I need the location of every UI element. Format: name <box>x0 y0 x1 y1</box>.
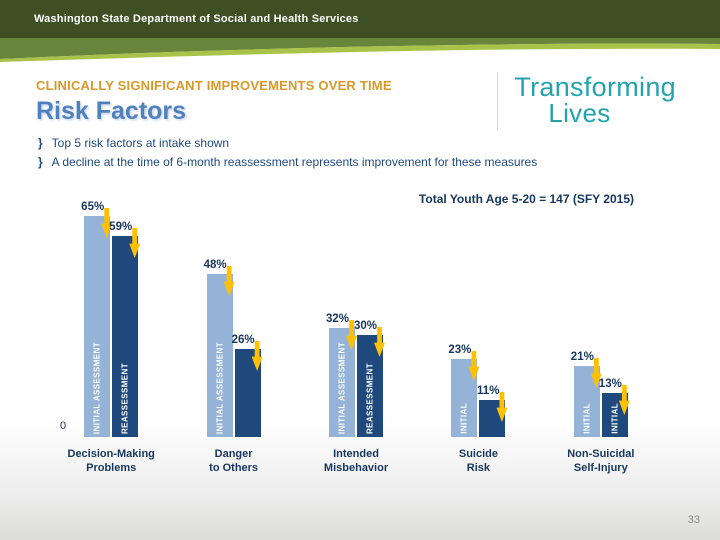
bullet-text: Top 5 risk factors at intake shown <box>51 136 230 150</box>
reassessment-bar: 13% INITIAL <box>599 378 630 437</box>
bar-series-label: REASSESSMENT <box>365 362 375 434</box>
value-label: 59% <box>109 221 133 233</box>
chart-category-group: 32% INITIAL ASSESSMENT 30% REASSESSMENT Inte… <box>295 190 417 476</box>
initial-assessment-bar: 21% INITIAL <box>571 351 602 437</box>
chart-category-group: 48% INITIAL ASSESSMENT 26% Danger to Others <box>172 190 294 476</box>
category-label: Decision-Making Problems <box>67 448 155 475</box>
bar-pair: 48% INITIAL ASSESSMENT 26% <box>204 190 263 437</box>
bar-chart: Total Youth Age 5-20 = 147 (SFY 2015) 0 … <box>50 190 662 520</box>
logo-word-lives: Lives <box>548 98 611 128</box>
swoosh-mid-green <box>0 38 720 59</box>
bullet-item: } A decline at the time of 6-month reass… <box>38 155 720 169</box>
header-swoosh <box>0 38 720 62</box>
category-label: Non-Suicidal Self-Injury <box>567 448 635 475</box>
reassessment-bar: 26% <box>232 334 263 437</box>
bar-series-label: INITIAL ASSESSMENT <box>215 341 225 434</box>
bar-series-label: INITIAL ASSESSMENT <box>337 341 347 434</box>
chart-groups: 65% INITIAL ASSESSMENT 59% REASSESSMENT Deci… <box>50 190 662 476</box>
value-label: 21% <box>570 351 594 363</box>
value-label: 11% <box>477 385 500 397</box>
chart-category-group: 21% INITIAL 13% INITIAL Non-Suicidal Self-In… <box>540 190 662 476</box>
value-label: 23% <box>448 344 472 356</box>
decline-arrow-icon <box>101 208 113 238</box>
chart-note: Total Youth Age 5-20 = 147 (SFY 2015) <box>418 192 634 206</box>
decline-arrow-icon <box>618 385 630 415</box>
logo-word-transforming: Transforming <box>514 72 676 102</box>
decline-arrow-icon <box>496 392 508 422</box>
slide-kicker: CLINICALLY SIGNIFICANT IMPROVEMENTS OVER… <box>36 78 392 93</box>
reassessment-bar: 11% <box>477 385 508 437</box>
value-label: 13% <box>598 378 622 390</box>
value-label: 30% <box>353 320 378 332</box>
bar-pair: 65% INITIAL ASSESSMENT 59% REASSESSMENT <box>81 190 141 437</box>
bar-series-label: INITIAL <box>610 403 620 434</box>
page-title: Risk Factors <box>36 97 187 125</box>
value-label: 26% <box>231 334 255 346</box>
category-label: Suicide Risk <box>458 448 498 475</box>
category-label: Intended Misbehavior <box>323 448 389 475</box>
axis-zero-label: 0 <box>60 420 67 432</box>
slide-content: CLINICALLY SIGNIFICANT IMPROVEMENTS OVER… <box>0 66 720 474</box>
bar-pair: 21% INITIAL 13% INITIAL <box>571 190 630 437</box>
bullet-list: } Top 5 risk factors at intake shown } A… <box>38 136 720 169</box>
bullet-item: } Top 5 risk factors at intake shown <box>38 136 720 150</box>
initial-assessment-bar: 32% INITIAL ASSESSMENT <box>326 313 358 437</box>
decline-arrow-icon <box>590 358 602 388</box>
decline-arrow-icon <box>251 341 263 371</box>
swoosh-light-green <box>0 43 720 62</box>
decline-arrow-icon <box>468 351 480 381</box>
decline-arrow-icon <box>129 228 141 258</box>
reassessment-bar: 30% REASSESSMENT <box>354 320 386 437</box>
decline-arrow-icon <box>374 327 386 357</box>
department-title: Washington State Department of Social an… <box>34 13 359 25</box>
decline-arrow-icon <box>346 320 358 350</box>
bullet-icon: } <box>38 155 43 169</box>
initial-assessment-bar: 65% INITIAL ASSESSMENT <box>81 201 113 437</box>
transforming-lives-logo: Transforming Lives <box>497 72 676 130</box>
category-label: Danger to Others <box>209 448 259 475</box>
value-label: 32% <box>325 313 350 325</box>
bar-pair: 32% INITIAL ASSESSMENT 30% REASSESSMENT <box>326 190 386 437</box>
bar-series-label: INITIAL <box>459 403 469 434</box>
bar-series-label: INITIAL <box>582 403 592 434</box>
decline-arrow-icon <box>223 266 235 296</box>
value-label: 48% <box>203 259 227 271</box>
bar-series-label: INITIAL ASSESSMENT <box>92 341 102 434</box>
bullet-text: A decline at the time of 6-month reasses… <box>51 155 538 169</box>
initial-assessment-bar: 48% INITIAL ASSESSMENT <box>204 259 235 437</box>
bar-series-label: REASSESSMENT <box>120 362 130 434</box>
bullet-icon: } <box>38 136 43 150</box>
chart-category-group: 65% INITIAL ASSESSMENT 59% REASSESSMENT Deci… <box>50 190 172 476</box>
reassessment-bar: 59% REASSESSMENT <box>109 221 141 437</box>
initial-assessment-bar: 23% INITIAL <box>448 344 480 437</box>
bar-pair: 23% INITIAL 11% <box>448 190 508 437</box>
value-label: 65% <box>81 201 105 213</box>
header-band: Washington State Department of Social an… <box>0 0 720 38</box>
page-number: 33 <box>687 514 700 526</box>
chart-category-group: 23% INITIAL 11% Suicide Risk <box>417 190 539 476</box>
